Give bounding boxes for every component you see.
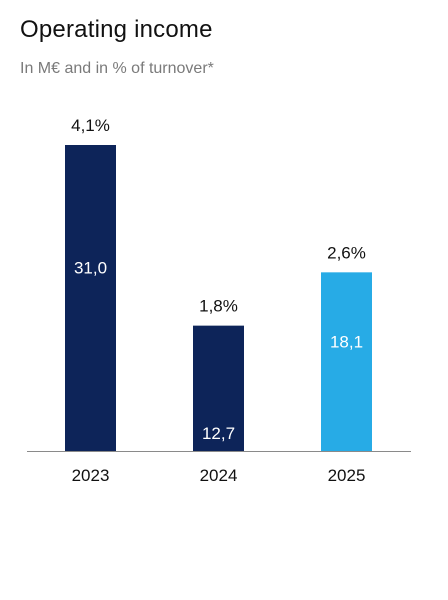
bar-2025 — [321, 272, 372, 451]
bar-2024 — [193, 325, 244, 451]
bar-value-label: 31,0 — [74, 259, 107, 278]
x-tick-label: 2025 — [328, 466, 366, 485]
bar-percent-label: 1,8% — [199, 297, 238, 316]
bar-2023 — [65, 145, 116, 451]
bar-percent-label: 2,6% — [327, 243, 366, 262]
bar-percent-label: 4,1% — [71, 116, 110, 135]
x-tick-label: 2024 — [200, 466, 238, 485]
bar-value-label: 18,1 — [330, 332, 363, 351]
chart-subtitle: In M€ and in % of turnover* — [20, 60, 214, 77]
bar-value-label: 12,7 — [202, 424, 235, 443]
chart-title: Operating income — [20, 16, 213, 43]
x-tick-label: 2023 — [72, 466, 110, 485]
